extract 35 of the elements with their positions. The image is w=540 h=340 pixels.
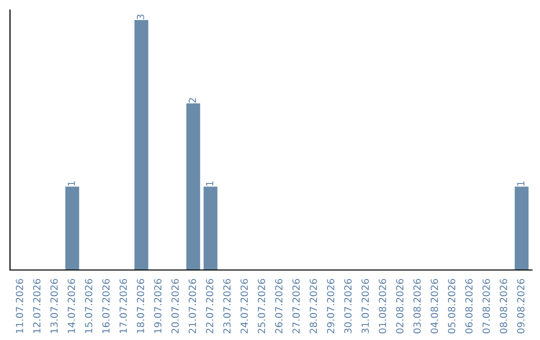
- x-tick-label: 03.08.2026: [413, 278, 421, 334]
- x-tick-label: 15.07.2026: [84, 278, 92, 333]
- x-tick-label: 20.07.2026: [171, 278, 179, 334]
- data-label: 3: [136, 14, 144, 20]
- x-tick-label: 06.08.2026: [465, 278, 473, 334]
- x-tick-label: 26.07.2026: [275, 278, 282, 334]
- x-tick-label: 11.07.2026: [16, 278, 24, 333]
- x-tick-label: 05.08.2026: [448, 278, 456, 334]
- x-tick-label: 27.07.2026: [292, 278, 300, 334]
- x-tick-label: 23.07.2026: [223, 278, 231, 334]
- x-tick-label: 28.07.2026: [310, 278, 318, 334]
- x-tick-label: 01.08.2026: [378, 278, 386, 334]
- x-tick-label: 19.07.2026: [154, 278, 162, 333]
- x-tick-label: 09.08.2026: [517, 278, 524, 334]
- x-tick-label: 02.08.2026: [396, 278, 404, 334]
- data-label: 1: [517, 181, 524, 186]
- x-tick-label: 24.07.2026: [240, 278, 248, 334]
- data-label: 1: [68, 181, 75, 186]
- x-tick-label: 08.08.2026: [500, 278, 508, 334]
- x-tick-label: 14.07.2026: [68, 278, 76, 333]
- x-tick-label: 21.07.2026: [188, 278, 196, 334]
- x-tick-label: 07.08.2026: [482, 278, 490, 334]
- x-tick-label: 29.07.2026: [326, 278, 334, 334]
- x-tick-label: 18.07.2026: [136, 278, 144, 333]
- x-tick-label: 31.07.2026: [362, 278, 369, 334]
- data-label: 2: [188, 98, 196, 103]
- x-tick-label: 25.07.2026: [258, 278, 266, 334]
- x-tick-label: 22.07.2026: [206, 278, 214, 334]
- x-tick-label: 17.07.2026: [120, 278, 127, 333]
- x-tick-label: 12.07.2026: [33, 278, 40, 333]
- x-tick-label: 13.07.2026: [50, 278, 58, 333]
- x-tick-label: 30.07.2026: [344, 278, 352, 334]
- data-label: 1: [206, 181, 214, 186]
- x-tick-label: 16.07.2026: [102, 278, 110, 333]
- x-tick-label: 04.08.2026: [430, 278, 438, 334]
